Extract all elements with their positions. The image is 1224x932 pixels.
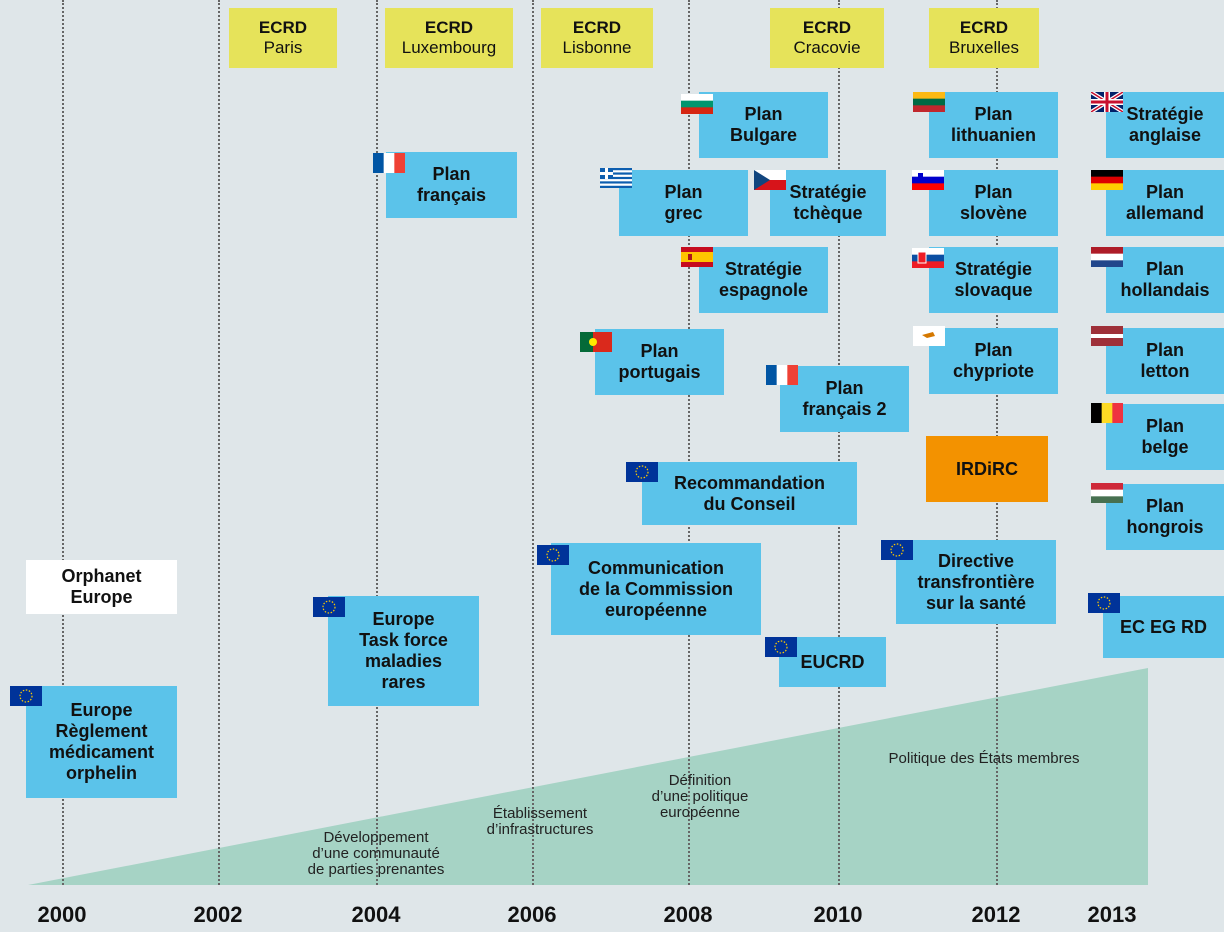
ecrd-title: ECRD (572, 18, 622, 37)
timeline-box: Plan français (386, 152, 517, 218)
flag-icon (1091, 326, 1123, 346)
timeline-box: Communication de la Commission européenn… (551, 543, 761, 635)
year-label: 2006 (507, 902, 557, 927)
year-label: 2012 (971, 902, 1021, 927)
flag-icon (1088, 593, 1120, 613)
flag-icon (1091, 403, 1123, 423)
ecrd-title: ECRD (959, 18, 1009, 37)
flag-icon (626, 462, 658, 482)
ecrd-box: ECRD Lisbonne (541, 8, 653, 68)
timeline-box: Directive transfrontière sur la santé (896, 540, 1056, 624)
timeline-box: Plan hollandais (1106, 247, 1224, 313)
flag-icon (912, 248, 944, 268)
year-label: 2000 (37, 902, 87, 927)
flag-icon (580, 332, 612, 352)
ecrd-title: ECRD (424, 18, 474, 37)
phase-label: Établissement d’infrastructures (486, 805, 594, 838)
ecrd-box: ECRD Bruxelles (929, 8, 1039, 68)
flag-icon (1091, 483, 1123, 503)
timeline-box: Stratégie anglaise (1106, 92, 1224, 158)
flag-icon (373, 153, 405, 173)
timeline-box: Plan lithuanien (929, 92, 1058, 158)
year-label: 2013 (1087, 902, 1137, 927)
year-divider (376, 0, 378, 885)
timeline-box: Orphanet Europe (26, 560, 177, 614)
year-label: 2004 (351, 902, 401, 927)
ecrd-box: ECRD Paris (229, 8, 337, 68)
flag-icon (881, 540, 913, 560)
year-label: 2008 (663, 902, 713, 927)
timeline-box: Stratégie tchèque (770, 170, 886, 236)
ecrd-city: Lisbonne (562, 38, 632, 57)
flag-icon (313, 597, 345, 617)
timeline-box: Plan letton (1106, 328, 1224, 394)
timeline-box: EC EG RD (1103, 596, 1224, 658)
flag-icon (681, 247, 713, 267)
ecrd-title: ECRD (258, 18, 308, 37)
phase-label: Définition d’une politique européenne (651, 772, 749, 821)
flag-icon (600, 168, 632, 188)
timeline-box: Europe Task force maladies rares (328, 596, 479, 706)
ecrd-city: Cracovie (793, 38, 861, 57)
ecrd-title: ECRD (802, 18, 852, 37)
ecrd-city: Luxembourg (401, 38, 497, 57)
year-label: 2002 (193, 902, 243, 927)
year-divider (688, 0, 690, 885)
timeline-box: Plan grec (619, 170, 748, 236)
ecrd-city: Bruxelles (949, 38, 1019, 57)
timeline-box: Plan chypriote (929, 328, 1058, 394)
flag-icon (754, 170, 786, 190)
timeline-box: Plan hongrois (1106, 484, 1224, 550)
timeline-box: Plan slovène (929, 170, 1058, 236)
timeline-box: Plan portugais (595, 329, 724, 395)
flag-icon (537, 545, 569, 565)
timeline-box: Plan belge (1106, 404, 1224, 470)
flag-icon (765, 637, 797, 657)
year-divider (532, 0, 534, 885)
ecrd-box: ECRD Luxembourg (385, 8, 513, 68)
flag-icon (766, 365, 798, 385)
timeline-box: Plan français 2 (780, 366, 909, 432)
timeline-box: Recommandation du Conseil (642, 462, 857, 525)
timeline-box: Stratégie slovaque (929, 247, 1058, 313)
timeline-box: Plan allemand (1106, 170, 1224, 236)
ecrd-box: ECRD Cracovie (770, 8, 884, 68)
timeline-box: Stratégie espagnole (699, 247, 828, 313)
flag-icon (1091, 247, 1123, 267)
year-label: 2010 (813, 902, 863, 927)
flag-icon (681, 94, 713, 114)
phase-label: Développement d’une communauté de partie… (307, 829, 445, 878)
flag-icon (1091, 92, 1123, 112)
timeline-box: IRDiRC (926, 436, 1048, 502)
phase-triangle (28, 668, 1148, 885)
phase-label: Politique des États membres (888, 750, 1080, 767)
ecrd-city: Paris (263, 38, 303, 57)
flag-icon (913, 326, 945, 346)
timeline-box: Plan Bulgare (699, 92, 828, 158)
year-divider (838, 0, 840, 885)
flag-icon (912, 170, 944, 190)
flag-icon (10, 686, 42, 706)
flag-icon (1091, 170, 1123, 190)
year-divider (62, 0, 64, 885)
flag-icon (913, 92, 945, 112)
timeline-box: Europe Règlement médicament orphelin (26, 686, 177, 798)
year-divider (218, 0, 220, 885)
